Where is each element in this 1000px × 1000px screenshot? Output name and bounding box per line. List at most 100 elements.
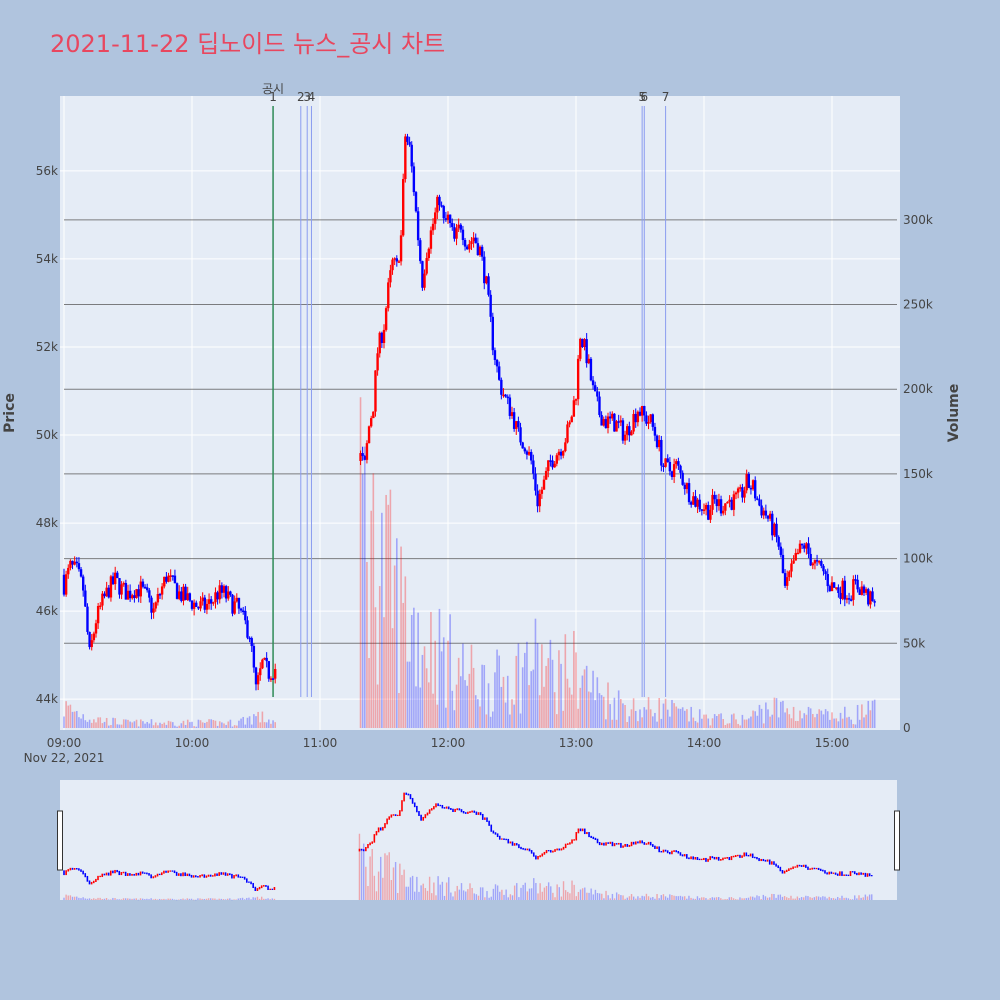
range-volume-bar bbox=[133, 898, 135, 900]
range-volume-bar bbox=[737, 899, 739, 900]
candle-body bbox=[698, 499, 701, 510]
range-volume-bar bbox=[675, 896, 677, 900]
candle-body bbox=[704, 504, 708, 510]
range-volume-bar bbox=[150, 898, 152, 900]
volume-bar bbox=[724, 725, 727, 728]
range-volume-bar bbox=[520, 887, 522, 900]
volume-bar bbox=[773, 697, 776, 728]
range-volume-bar bbox=[509, 894, 512, 900]
candle-body bbox=[745, 473, 748, 491]
candle-body bbox=[440, 205, 443, 207]
volume-bar bbox=[374, 607, 377, 728]
candle-body bbox=[188, 593, 192, 601]
candle-body bbox=[779, 546, 782, 555]
volume-bar bbox=[600, 695, 603, 728]
candle-body bbox=[760, 505, 763, 516]
volume-bar bbox=[658, 698, 660, 728]
range-volume-bar bbox=[758, 896, 760, 900]
volume-bar bbox=[233, 725, 236, 728]
range-volume-bar bbox=[462, 890, 465, 900]
volume-bar bbox=[513, 704, 515, 728]
candle-body bbox=[389, 270, 392, 283]
candle-body bbox=[64, 574, 68, 595]
range-volume-bar bbox=[643, 896, 645, 900]
candle-body bbox=[856, 579, 859, 590]
candle-body bbox=[621, 420, 625, 441]
range-volume-bar bbox=[552, 892, 554, 900]
range-volume-bar bbox=[596, 893, 599, 900]
candle-body bbox=[84, 590, 87, 607]
volume-bar bbox=[654, 712, 656, 728]
range-volume-bar bbox=[775, 897, 777, 900]
volume-bar bbox=[447, 640, 449, 728]
candle-body bbox=[775, 523, 778, 537]
range-handle-right[interactable] bbox=[894, 810, 900, 871]
range-volume-bar bbox=[558, 887, 560, 900]
volume-bar bbox=[703, 714, 705, 728]
candle-body bbox=[71, 560, 74, 565]
volume-bar bbox=[78, 717, 80, 728]
range-volume-bar bbox=[135, 898, 137, 900]
range-handle-left[interactable] bbox=[57, 810, 63, 871]
volume-bar bbox=[259, 722, 262, 728]
range-volume-bar bbox=[139, 898, 142, 900]
candle-body bbox=[75, 561, 78, 564]
candle-body bbox=[596, 391, 599, 397]
candle-body bbox=[815, 560, 819, 562]
range-volume-bar bbox=[826, 898, 828, 900]
volume-bar bbox=[814, 717, 816, 728]
candle-body bbox=[431, 223, 435, 231]
volume-bar bbox=[553, 692, 556, 728]
candle-body bbox=[512, 412, 516, 429]
candle-body bbox=[73, 561, 76, 565]
range-volume-bar bbox=[265, 898, 267, 900]
volume-bar bbox=[449, 614, 451, 728]
volume-bar bbox=[95, 722, 97, 728]
candle-body bbox=[205, 603, 209, 610]
range-volume-bar bbox=[828, 896, 830, 900]
candle-body bbox=[146, 587, 149, 591]
range-volume-bar bbox=[513, 885, 516, 900]
candle-body bbox=[143, 586, 147, 589]
range-volume-bar bbox=[105, 897, 108, 900]
candle-body bbox=[380, 332, 384, 343]
candle-body bbox=[864, 589, 868, 593]
volume-tick-label: 50k bbox=[903, 636, 925, 650]
candle-body bbox=[604, 419, 608, 429]
volume-bar bbox=[370, 510, 372, 728]
candle-body bbox=[438, 196, 441, 206]
range-volume-bar bbox=[711, 897, 714, 900]
volume-bar bbox=[359, 397, 362, 728]
range-volume-bar bbox=[192, 899, 195, 901]
range-volume-bar bbox=[841, 895, 843, 900]
range-volume-bar bbox=[258, 898, 261, 900]
volume-bar bbox=[108, 725, 110, 728]
range-volume-bar bbox=[216, 899, 218, 901]
candle-body bbox=[741, 487, 744, 498]
range-volume-bar bbox=[809, 897, 811, 900]
volume-bar bbox=[474, 695, 477, 728]
candle-body bbox=[372, 411, 375, 419]
price-tick-label: 54k bbox=[36, 252, 58, 266]
range-volume-bar bbox=[686, 898, 688, 900]
candle-body bbox=[508, 397, 512, 416]
volume-bar bbox=[551, 659, 554, 728]
range-volume-bar bbox=[188, 898, 191, 900]
range-volume-bar bbox=[728, 897, 731, 900]
volume-bar bbox=[257, 711, 259, 728]
volume-tick-label: 0 bbox=[903, 721, 911, 735]
range-volume-bar bbox=[392, 867, 395, 900]
volume-bar bbox=[620, 699, 622, 728]
volume-bar bbox=[483, 665, 486, 728]
volume-bar bbox=[216, 725, 219, 728]
volume-bar bbox=[506, 675, 509, 728]
range-volume-bar bbox=[769, 897, 771, 900]
candle-body bbox=[207, 599, 211, 604]
candle-body bbox=[626, 426, 629, 435]
candle-body bbox=[749, 487, 753, 490]
candle-body bbox=[589, 358, 593, 381]
plot-area bbox=[60, 96, 900, 730]
candle-body bbox=[850, 599, 853, 601]
range-volume-bar bbox=[607, 895, 609, 900]
